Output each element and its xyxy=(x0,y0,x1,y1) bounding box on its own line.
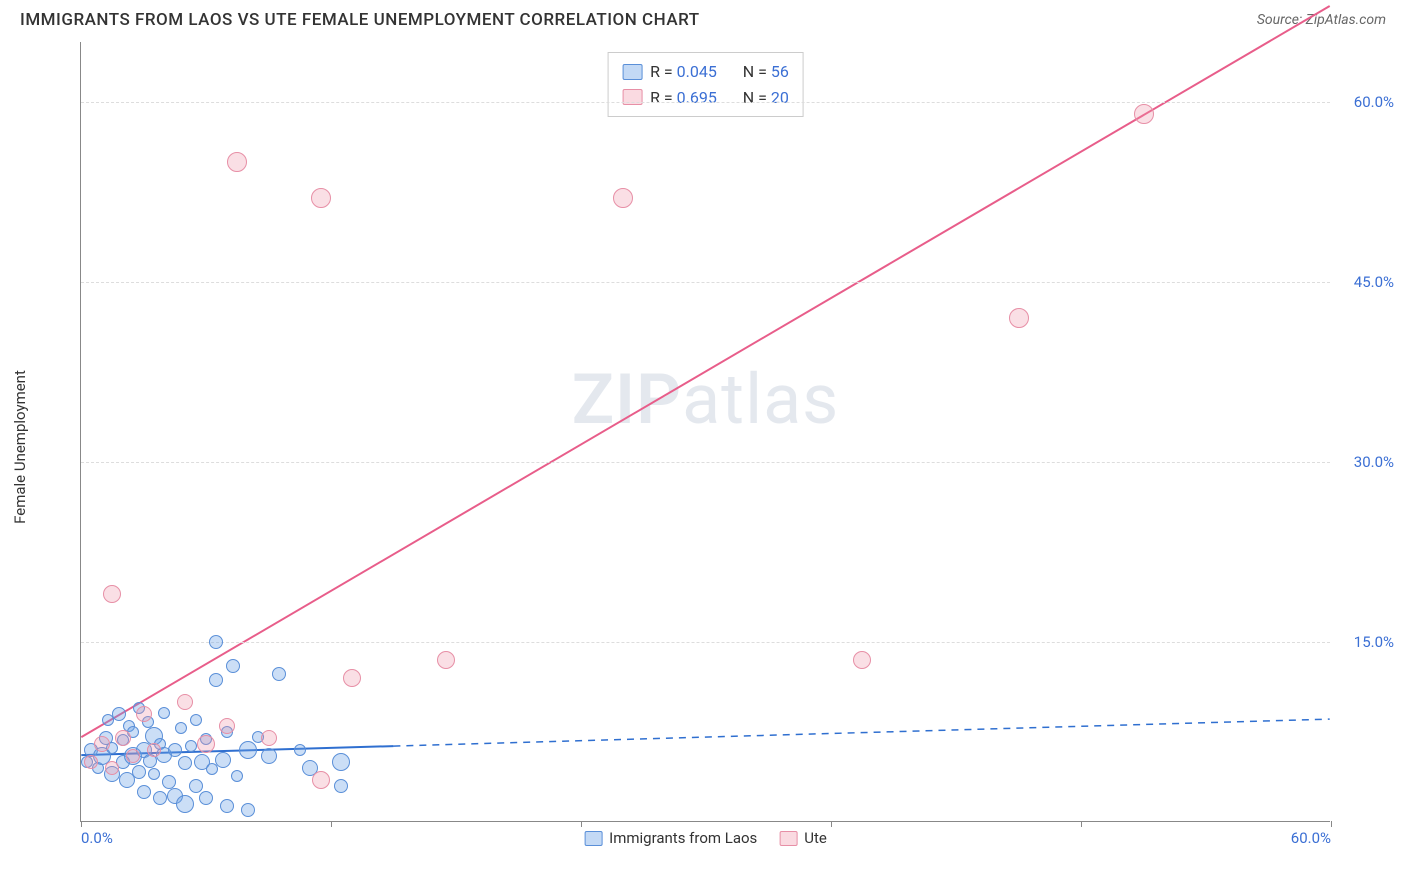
regression-lines xyxy=(81,42,1330,821)
data-point xyxy=(209,673,223,687)
legend-series: Immigrants from Laos Ute xyxy=(584,829,827,847)
data-point xyxy=(215,752,231,768)
data-point xyxy=(148,768,160,780)
y-axis-label: Female Unemployment xyxy=(11,370,29,524)
data-point xyxy=(343,669,361,687)
y-tick-label: 60.0% xyxy=(1354,93,1394,111)
data-point xyxy=(437,651,455,669)
legend-correlation: R = 0.045 N = 56 R = 0.695 N = 20 xyxy=(607,52,804,117)
data-point xyxy=(158,707,170,719)
data-point xyxy=(94,736,110,752)
data-point xyxy=(189,779,203,793)
header: IMMIGRANTS FROM LAOS VS UTE FEMALE UNEMP… xyxy=(0,0,1406,36)
data-point xyxy=(197,735,215,753)
y-tick-label: 15.0% xyxy=(1354,633,1394,651)
data-point xyxy=(1009,308,1029,328)
swatch-pink-icon xyxy=(779,831,797,846)
data-point xyxy=(147,743,161,757)
chart-container: Female Unemployment ZIPatlas R = 0.045 N… xyxy=(50,42,1390,852)
x-tick-mark xyxy=(831,821,832,827)
data-point xyxy=(177,694,193,710)
data-point xyxy=(231,770,243,782)
data-point xyxy=(219,718,235,734)
gridline xyxy=(81,282,1330,283)
plot-area: ZIPatlas R = 0.045 N = 56 R = 0.695 xyxy=(80,42,1330,822)
x-tick-mark xyxy=(81,821,82,827)
data-point xyxy=(105,761,119,775)
data-point xyxy=(613,188,633,208)
legend-row-blue: R = 0.045 N = 56 xyxy=(622,59,789,85)
data-point xyxy=(220,799,234,813)
data-point xyxy=(136,706,152,722)
y-tick-label: 30.0% xyxy=(1354,453,1394,471)
data-point xyxy=(103,585,121,603)
source-attribution: Source: ZipAtlas.com xyxy=(1257,12,1386,28)
swatch-blue-icon xyxy=(622,64,642,80)
data-point xyxy=(199,791,213,805)
x-tick-mark xyxy=(331,821,332,827)
data-point xyxy=(227,152,247,172)
data-point xyxy=(175,722,187,734)
gridline xyxy=(81,102,1330,103)
data-point xyxy=(84,755,98,769)
data-point xyxy=(176,795,194,813)
x-tick-mark xyxy=(1081,821,1082,827)
gridline xyxy=(81,642,1330,643)
data-point xyxy=(132,765,146,779)
data-point xyxy=(261,730,277,746)
data-point xyxy=(294,744,306,756)
swatch-blue-icon xyxy=(584,831,602,846)
legend-item-laos: Immigrants from Laos xyxy=(584,829,757,847)
watermark: ZIPatlas xyxy=(572,359,840,441)
data-point xyxy=(1134,104,1154,124)
data-point xyxy=(137,785,151,799)
x-tick-label: 60.0% xyxy=(1291,829,1331,847)
x-tick-label: 0.0% xyxy=(81,829,113,847)
data-point xyxy=(126,749,140,763)
legend-row-pink: R = 0.695 N = 20 xyxy=(622,85,789,111)
data-point xyxy=(168,743,182,757)
data-point xyxy=(853,651,871,669)
data-point xyxy=(272,667,286,681)
data-point xyxy=(178,756,192,770)
data-point xyxy=(115,730,131,746)
data-point xyxy=(241,803,255,817)
data-point xyxy=(190,714,202,726)
x-tick-mark xyxy=(581,821,582,827)
legend-item-ute: Ute xyxy=(779,829,827,847)
data-point xyxy=(334,779,348,793)
y-tick-label: 45.0% xyxy=(1354,273,1394,291)
data-point xyxy=(112,707,126,721)
data-point xyxy=(312,771,330,789)
data-point xyxy=(226,659,240,673)
data-point xyxy=(185,740,197,752)
x-tick-mark xyxy=(1331,821,1332,827)
data-point xyxy=(311,188,331,208)
data-point xyxy=(153,791,167,805)
chart-title: IMMIGRANTS FROM LAOS VS UTE FEMALE UNEMP… xyxy=(20,10,700,30)
data-point xyxy=(239,741,257,759)
data-point xyxy=(261,748,277,764)
data-point xyxy=(209,635,223,649)
data-point xyxy=(332,753,350,771)
gridline xyxy=(81,462,1330,463)
